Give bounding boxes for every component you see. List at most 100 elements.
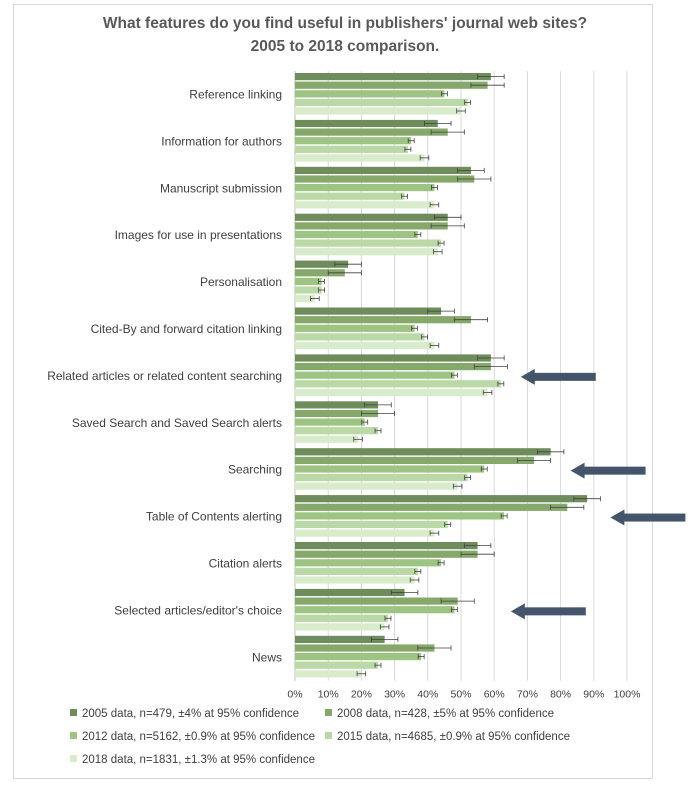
bar — [295, 435, 359, 443]
bar — [295, 644, 435, 652]
x-tick-label: 60% — [484, 689, 505, 701]
bar — [295, 90, 445, 98]
bar — [295, 73, 491, 81]
category-label: News — [252, 650, 282, 664]
bar — [295, 576, 415, 584]
bar — [295, 635, 385, 643]
x-tick-label: 0% — [287, 689, 302, 701]
category-label: Related articles or related content sear… — [47, 369, 282, 383]
legend-label: 2008 data, n=428, ±5% at 95% confidence — [337, 708, 554, 720]
bar — [295, 482, 458, 490]
bar — [295, 380, 501, 388]
chart-title: What features do you find useful in publ… — [102, 15, 588, 32]
bar — [295, 295, 315, 303]
bar — [295, 597, 458, 605]
legend-label: 2012 data, n=5162, ±0.9% at 95% confiden… — [82, 731, 315, 743]
category-label: Personalisation — [200, 275, 282, 289]
bar — [295, 427, 378, 435]
bar — [295, 119, 438, 128]
bar — [295, 559, 442, 567]
bar — [295, 606, 455, 614]
x-tick-label: 10% — [318, 689, 339, 701]
bar — [295, 277, 322, 285]
bar — [295, 512, 505, 520]
x-tick-label: 90% — [583, 689, 604, 701]
bar — [295, 98, 468, 106]
bar — [295, 418, 365, 426]
x-tick-label: 70% — [517, 689, 538, 701]
bar — [295, 239, 442, 247]
chart-subtitle: 2005 to 2018 comparison. — [250, 38, 440, 55]
bar — [295, 623, 385, 631]
bar — [295, 341, 435, 350]
bar — [295, 81, 488, 89]
x-tick-label: 30% — [384, 689, 405, 701]
legend-label: 2005 data, n=479, ±4% at 95% confidence — [82, 708, 299, 720]
category-label: Manuscript submission — [160, 181, 282, 195]
legend-swatch — [325, 732, 332, 739]
bar — [295, 128, 448, 136]
bar — [295, 495, 588, 503]
category-label: Selected articles/editor's choice — [114, 603, 282, 617]
x-tick-label: 50% — [450, 689, 471, 701]
bar — [295, 409, 378, 418]
arrow — [523, 607, 586, 616]
bar — [295, 520, 448, 529]
bar — [295, 529, 435, 537]
category-label: Images for use in presentations — [115, 228, 282, 242]
arrow-icon — [520, 368, 535, 385]
bar — [295, 653, 422, 661]
bar — [295, 465, 485, 473]
bar — [295, 354, 491, 362]
x-tick-label: 40% — [417, 689, 438, 701]
legend-swatch — [70, 709, 77, 716]
arrow — [623, 513, 686, 522]
category-label: Searching — [228, 463, 282, 477]
legend-label: 2015 data, n=4685, ±0.9% at 95% confiden… — [337, 731, 570, 743]
bar — [295, 474, 468, 482]
category-label: Saved Search and Saved Search alerts — [72, 416, 282, 430]
bar — [295, 316, 471, 324]
arrow-icon — [570, 462, 585, 479]
bar — [295, 248, 438, 256]
bar — [295, 269, 345, 277]
arrow-icon — [510, 603, 525, 620]
bar — [295, 542, 478, 550]
category-label: Cited-By and forward citation linking — [91, 322, 282, 336]
bar — [295, 614, 388, 622]
bar — [295, 175, 475, 183]
bar — [295, 201, 435, 209]
bar — [295, 401, 378, 409]
bar — [295, 448, 551, 456]
bar — [295, 670, 362, 678]
bar — [295, 588, 405, 597]
arrow-icon — [610, 509, 625, 526]
bar — [295, 192, 405, 200]
legend-swatch — [325, 709, 332, 716]
bar — [295, 166, 471, 174]
arrow — [533, 372, 596, 381]
bar — [295, 184, 435, 192]
bar — [295, 154, 425, 162]
category-label: Table of Contents alerting — [146, 510, 282, 524]
bar — [295, 145, 408, 153]
bar — [295, 363, 491, 371]
bar — [295, 661, 378, 669]
chart-border — [13, 4, 653, 779]
legend-label: 2018 data, n=1831, ±1.3% at 95% confiden… — [82, 754, 315, 766]
bar — [295, 213, 448, 221]
bar — [295, 230, 418, 239]
bar — [295, 550, 478, 558]
bar — [295, 388, 488, 396]
bar — [295, 307, 442, 315]
bar — [295, 260, 349, 268]
arrow — [583, 466, 646, 475]
category-label: Citation alerts — [209, 556, 282, 570]
bar — [295, 567, 418, 575]
x-tick-label: 100% — [614, 689, 641, 701]
x-tick-label: 20% — [351, 689, 372, 701]
bar — [295, 137, 412, 145]
category-label: Information for authors — [161, 134, 282, 148]
